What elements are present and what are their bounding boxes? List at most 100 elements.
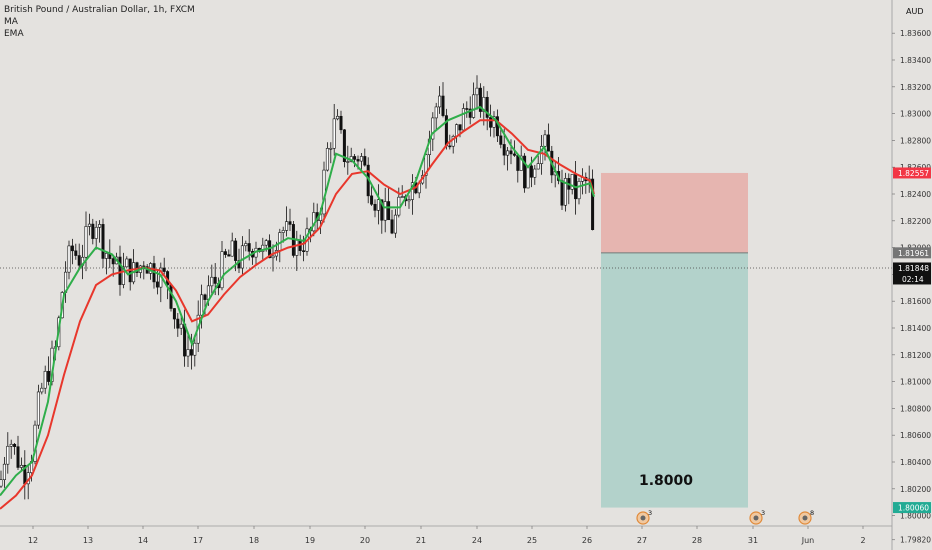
svg-text:02:14: 02:14 bbox=[902, 275, 924, 284]
candle bbox=[172, 307, 176, 329]
ema-line bbox=[0, 119, 595, 510]
y-tick-label: 1.81400 bbox=[900, 324, 931, 333]
candle bbox=[339, 110, 343, 134]
x-tick-label: 24 bbox=[472, 536, 482, 545]
candle bbox=[387, 186, 391, 221]
candle bbox=[499, 127, 503, 149]
candle bbox=[91, 218, 95, 245]
target-price-annotation: 1.8000 bbox=[639, 473, 693, 489]
legend-title: British Pound / Australian Dollar, 1h, F… bbox=[4, 5, 195, 15]
candle bbox=[482, 86, 486, 126]
candle bbox=[465, 101, 469, 118]
candle bbox=[407, 195, 411, 209]
candle bbox=[577, 177, 581, 205]
candle bbox=[359, 152, 363, 171]
candle bbox=[98, 220, 102, 243]
target-price-tag: 1.80060 bbox=[893, 502, 931, 514]
svg-text:1.82557: 1.82557 bbox=[898, 169, 929, 178]
candle bbox=[101, 218, 105, 268]
svg-text:3: 3 bbox=[648, 509, 652, 517]
x-tick-label: 27 bbox=[637, 536, 647, 545]
candle bbox=[0, 470, 3, 488]
candle bbox=[492, 111, 496, 138]
candle bbox=[67, 240, 71, 280]
event-marker[interactable]: 3 bbox=[636, 509, 652, 525]
candle bbox=[125, 256, 129, 268]
event-marker[interactable]: 3 bbox=[749, 509, 765, 525]
x-tick-label: 17 bbox=[193, 536, 203, 545]
x-tick-label: 31 bbox=[748, 536, 758, 545]
candles bbox=[0, 75, 595, 500]
y-tick-label: 1.80200 bbox=[900, 485, 931, 494]
current-price-tag: 1.81848 02:14 bbox=[893, 262, 931, 285]
candle bbox=[393, 209, 397, 238]
y-tick-label: 1.83200 bbox=[900, 83, 931, 92]
stop-loss-zone[interactable] bbox=[601, 172, 748, 253]
y-tick-label: 1.83400 bbox=[900, 56, 931, 65]
x-tick-label: 13 bbox=[83, 536, 93, 545]
x-tick-label: 26 bbox=[582, 536, 592, 545]
candle bbox=[506, 146, 510, 171]
candle bbox=[461, 103, 465, 131]
event-marker[interactable]: 8 bbox=[798, 509, 814, 525]
candle bbox=[441, 82, 445, 118]
candle bbox=[94, 220, 98, 250]
candle bbox=[400, 185, 404, 198]
candle bbox=[370, 185, 374, 206]
candle bbox=[536, 155, 540, 170]
candle bbox=[47, 356, 51, 386]
candle bbox=[438, 86, 442, 114]
candle bbox=[431, 112, 435, 151]
y-tick-label: 1.80400 bbox=[900, 458, 931, 467]
ma-line bbox=[0, 105, 595, 497]
candle bbox=[472, 82, 476, 119]
y-tick-label: 1.83000 bbox=[900, 110, 931, 119]
candle bbox=[9, 439, 13, 459]
x-tick-label: Jun bbox=[801, 536, 815, 545]
take-profit-zone[interactable] bbox=[601, 252, 748, 508]
candle bbox=[227, 249, 231, 257]
svg-text:1.81961: 1.81961 bbox=[898, 249, 929, 258]
candle bbox=[74, 243, 78, 260]
candle bbox=[329, 142, 333, 164]
candle bbox=[325, 142, 329, 172]
svg-text:8: 8 bbox=[810, 509, 814, 517]
x-axis: 12 13 14 17 18 19 20 21 24 25 26 27 28 31 Jun 2 bbox=[0, 525, 892, 550]
x-tick-label: 19 bbox=[305, 536, 315, 545]
candle bbox=[240, 236, 244, 275]
candle bbox=[210, 264, 214, 294]
candle bbox=[523, 153, 527, 193]
candle bbox=[179, 315, 183, 335]
candle bbox=[118, 245, 122, 296]
candle bbox=[346, 145, 350, 175]
candle bbox=[87, 213, 91, 236]
candle bbox=[526, 165, 530, 189]
candle bbox=[363, 148, 367, 167]
candle bbox=[16, 435, 20, 471]
candle bbox=[70, 238, 74, 265]
y-axis-unit: AUD bbox=[906, 7, 924, 16]
candle bbox=[410, 174, 414, 215]
candle bbox=[244, 240, 248, 252]
candle bbox=[475, 75, 479, 110]
y-tick-label: 1.81000 bbox=[900, 378, 931, 387]
x-tick-label: 18 bbox=[249, 536, 259, 545]
x-tick-label: 12 bbox=[28, 536, 38, 545]
candle bbox=[186, 334, 190, 367]
y-tick-label: 1.80600 bbox=[900, 431, 931, 440]
candle bbox=[77, 243, 81, 268]
y-tick-label: 1.82400 bbox=[900, 190, 931, 199]
y-tick-label: 1.80800 bbox=[900, 404, 931, 413]
legend-ema: EMA bbox=[4, 29, 24, 39]
candle bbox=[169, 283, 173, 312]
candle bbox=[285, 206, 289, 237]
x-tick-label: 14 bbox=[138, 536, 148, 545]
candle bbox=[19, 457, 23, 471]
candle bbox=[540, 134, 544, 175]
candle bbox=[2, 457, 6, 488]
candle bbox=[336, 109, 340, 121]
candle bbox=[288, 208, 292, 232]
stop-price-tag: 1.82557 bbox=[893, 167, 931, 179]
x-tick-label: 25 bbox=[527, 536, 537, 545]
